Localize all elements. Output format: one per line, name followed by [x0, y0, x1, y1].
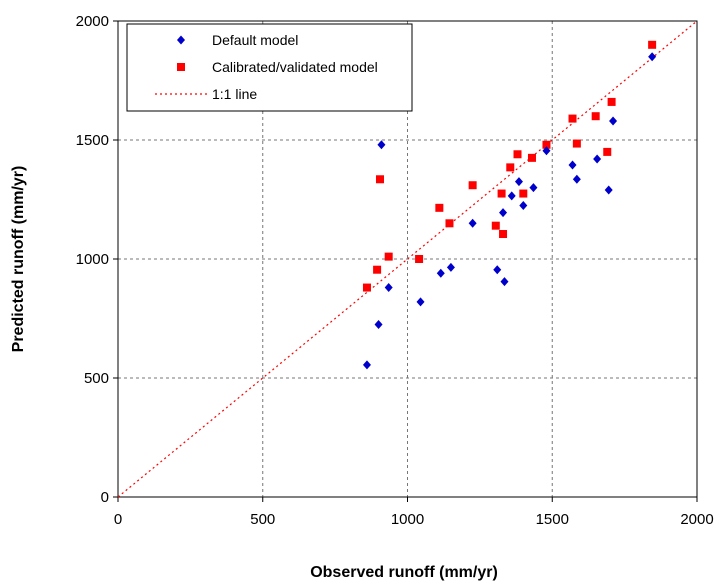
calibrated-point	[415, 255, 424, 263]
calibrated-point	[591, 112, 600, 121]
default-point	[519, 200, 528, 210]
default-point	[493, 265, 502, 275]
default-point	[374, 319, 383, 329]
calibrated-point	[373, 265, 382, 274]
legend-label: Calibrated/validated model	[212, 59, 378, 75]
x-axis-title: Observed runoff (mm/yr)	[310, 564, 498, 581]
calibrated-point	[568, 114, 577, 123]
calibrated-point	[384, 252, 393, 261]
default-point	[362, 360, 371, 370]
default-point	[436, 268, 445, 278]
calibrated-point	[607, 97, 616, 106]
calibrated-point	[499, 230, 508, 239]
legend-item: Default model	[177, 32, 298, 48]
default-point	[568, 160, 577, 170]
y-tick-label: 2000	[76, 13, 109, 30]
default-point	[593, 154, 602, 164]
calibrated-point	[435, 203, 444, 212]
default-point	[542, 146, 551, 156]
calibrated-point	[648, 40, 657, 49]
series-calibrated-model	[362, 40, 657, 292]
calibrated-point	[468, 181, 477, 190]
default-point	[468, 218, 477, 228]
legend-item: 1:1 line	[155, 86, 257, 102]
y-tick-label: 0	[101, 489, 109, 506]
default-point	[384, 283, 393, 293]
legend-marker-diamond	[177, 35, 185, 45]
x-tick-label: 1500	[536, 511, 569, 528]
x-tick-label: 0	[114, 511, 122, 528]
y-axis-title: Predicted runoff (mm/yr)	[10, 166, 27, 353]
x-tick-label: 500	[250, 511, 275, 528]
y-tick-label: 1500	[76, 132, 109, 149]
default-point	[572, 174, 581, 184]
calibrated-point	[527, 153, 536, 162]
calibrated-point	[445, 219, 454, 228]
calibrated-point	[491, 221, 500, 230]
calibrated-point	[375, 175, 384, 184]
y-tick-labels: 0 500 1000 1500 2000	[76, 13, 109, 506]
calibrated-point	[542, 140, 551, 149]
legend: Default model Calibrated/validated model 1…	[126, 23, 413, 112]
x-tick-label: 2000	[680, 511, 713, 528]
calibrated-point	[513, 150, 522, 159]
calibrated-point	[603, 147, 612, 156]
x-tick-label: 1000	[391, 511, 424, 528]
legend-label: 1:1 line	[212, 86, 257, 102]
y-tick-label: 500	[84, 370, 109, 387]
default-point	[507, 191, 516, 201]
default-point	[514, 177, 523, 187]
calibrated-point	[362, 283, 371, 292]
default-point	[377, 140, 386, 150]
legend-item: Calibrated/validated model	[177, 59, 378, 75]
legend-box	[126, 23, 413, 112]
default-point	[648, 52, 657, 62]
default-point	[604, 185, 613, 195]
calibrated-point	[497, 189, 506, 198]
default-point	[499, 208, 508, 218]
calibrated-point	[572, 139, 581, 148]
x-tick-labels: 0 500 1000 1500 2000	[114, 511, 714, 528]
default-point	[609, 116, 618, 126]
legend-label: Default model	[212, 32, 298, 48]
axis-ticks	[113, 20, 698, 502]
calibrated-point	[519, 189, 528, 198]
series-default-model	[362, 52, 657, 370]
legend-marker-square	[177, 63, 185, 71]
series-layer	[117, 20, 698, 498]
default-point	[500, 277, 509, 287]
default-point	[416, 297, 425, 307]
calibrated-point	[506, 163, 515, 172]
default-point	[529, 183, 538, 193]
y-tick-label: 1000	[76, 251, 109, 268]
default-point	[446, 262, 455, 272]
